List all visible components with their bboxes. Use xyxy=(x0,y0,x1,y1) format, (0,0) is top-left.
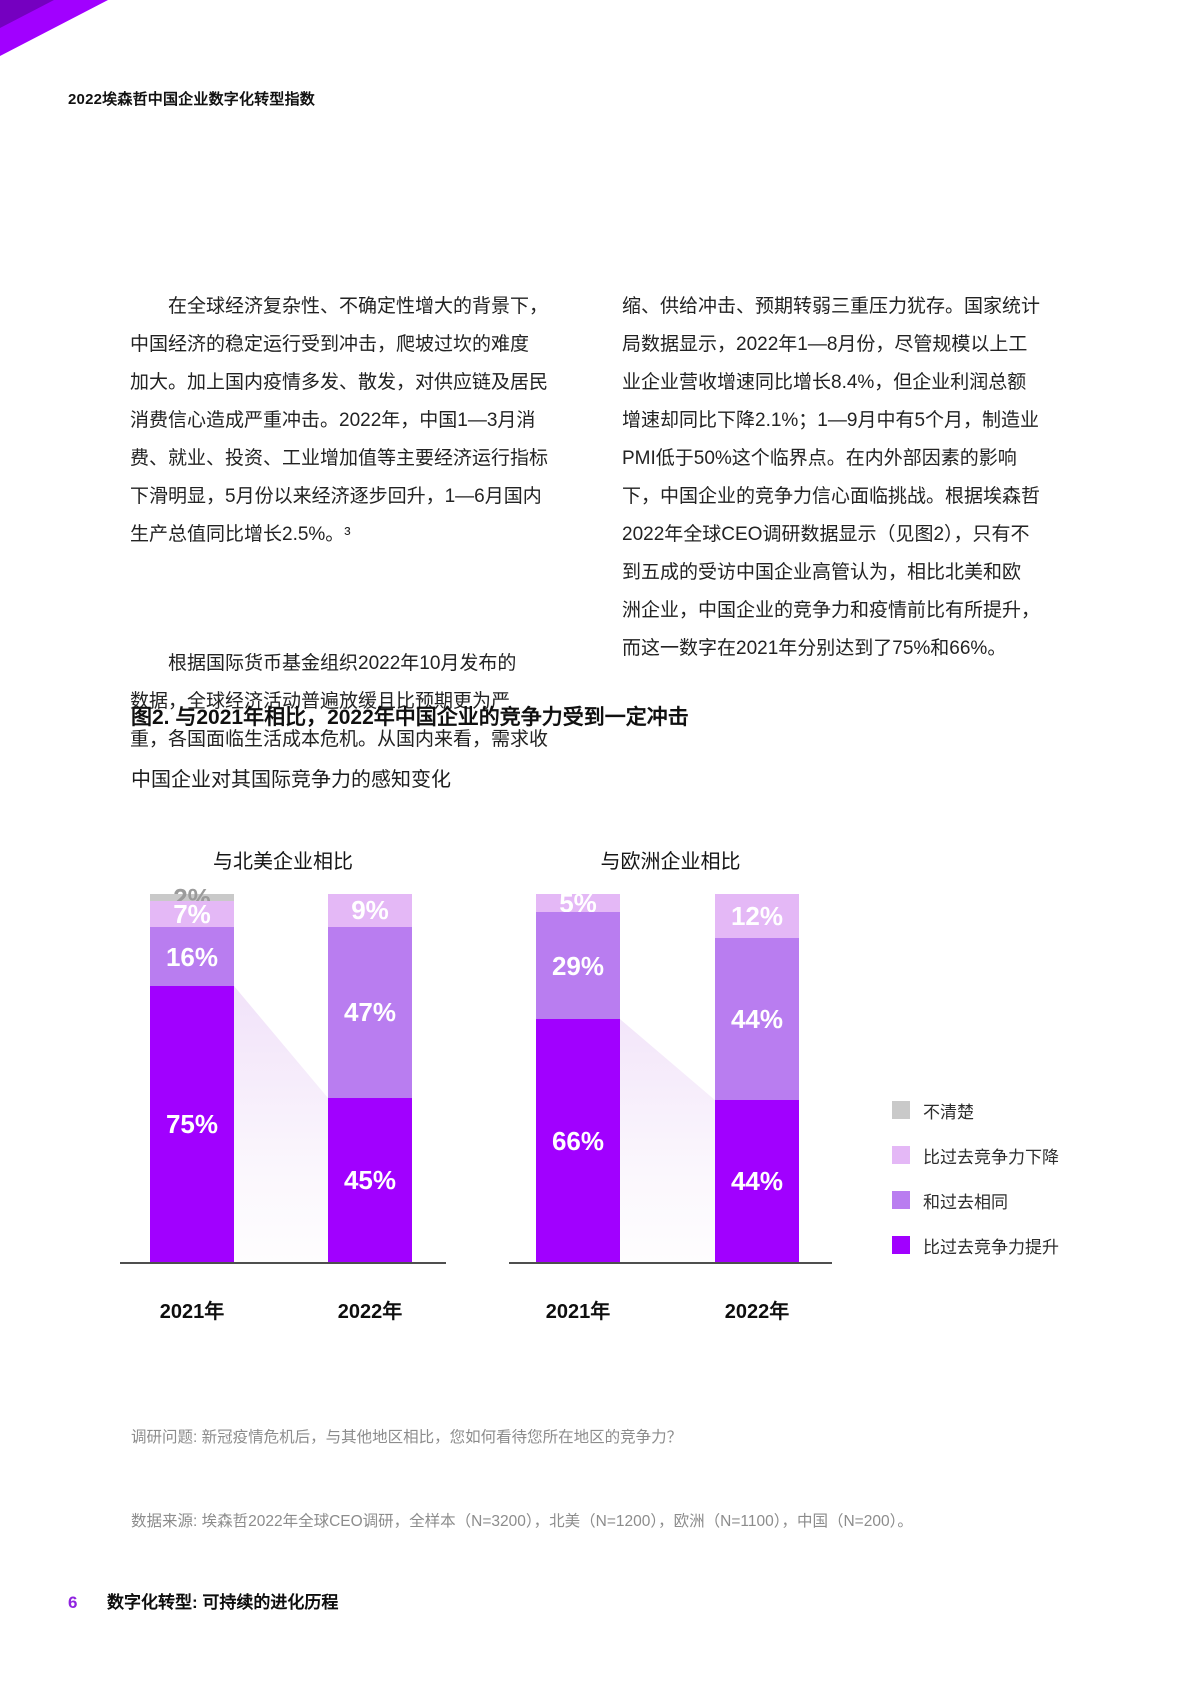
bar-value-label: 44% xyxy=(730,1166,784,1197)
legend-label: 不清楚 xyxy=(923,1102,974,1122)
chart-legend: 不清楚比过去竞争力下降 和过去相同比过去竞争力提升 xyxy=(892,1101,1059,1281)
legend-label: 比过去竞争力提升 xyxy=(923,1237,1059,1257)
bar-segment: 7% xyxy=(150,901,234,927)
chart-group-europe: 与欧洲企业相比 2021年 2022年 5% 29% 66% 12% 44% 44% xyxy=(509,845,832,1337)
legend-swatch xyxy=(892,1146,910,1164)
bar-value-label: 7% xyxy=(173,899,211,930)
bar-segment: 66% xyxy=(536,1019,620,1262)
survey-question-note: 调研问题: 新冠疫情危机后，与其他地区相比，您如何看待您所在地区的竞争力？ xyxy=(131,1429,683,1446)
legend-label: 和过去相同 xyxy=(923,1192,1008,1212)
bar-segment: 9% xyxy=(328,894,412,927)
bar-value-label: 5% xyxy=(559,888,597,919)
figure2-subtitle: 中国企业对其国际竞争力的感知变化 xyxy=(131,769,451,791)
bar-segment: 12% xyxy=(715,894,799,939)
bar-plot-area: 2% 7% 16% 75% 9% 47% 45% xyxy=(120,885,446,1262)
bar-plot-area: 5% 29% 66% 12% 44% 44% xyxy=(509,890,832,1262)
x-axis-label: 2021年 xyxy=(159,1301,225,1323)
bar-value-label: 44% xyxy=(730,1004,784,1035)
page-number: 6 xyxy=(68,1593,78,1612)
bar-value-label: 45% xyxy=(343,1164,397,1195)
legend-swatch xyxy=(892,1236,910,1254)
paragraph: 在全球经济复杂性、不确定性增大的背景下， 中国经济的稳定运行受到冲击，爬坡过坎的… xyxy=(130,296,549,545)
legend-swatch xyxy=(892,1191,910,1209)
axis-line xyxy=(120,1262,446,1264)
paragraph: 缩、供给冲击、预期转弱三重压力犹存。国家统计 局数据显示，2022年1—8月份，… xyxy=(622,296,1041,659)
figure2-title: 图2. 与2021年相比，2022年中国企业的竞争力受到一定冲击 xyxy=(131,706,689,729)
body-column-left: 在全球经济复杂性、不确定性增大的背景下， 中国经济的稳定运行受到冲击，爬坡过坎的… xyxy=(130,212,566,850)
chart-group-title: 与北美企业相比 xyxy=(213,851,353,873)
stacked-bar: 5% 29% 66% xyxy=(536,890,620,1262)
bar-segment: 5% xyxy=(536,890,620,916)
legend-item: 比过去竞争力下降 xyxy=(892,1146,1059,1167)
x-axis-label: 2022年 xyxy=(337,1301,403,1323)
page-header: 2022埃森哲中国企业数字化转型指数 xyxy=(68,91,315,108)
footer-title: 数字化转型: 可持续的进化历程 xyxy=(107,1593,339,1612)
bar-value-label: 29% xyxy=(551,950,605,981)
bar-value-label: 75% xyxy=(165,1108,219,1139)
bar-value-label: 9% xyxy=(351,895,389,926)
legend-item: 和过去相同 xyxy=(892,1191,1059,1212)
chart-group-north-america: 与北美企业相比 2021年 2022年 2% 7% 16% 75% 9% 47% 45% xyxy=(120,845,446,1337)
bar-value-label: 12% xyxy=(730,901,784,932)
x-axis-label: 2022年 xyxy=(724,1301,790,1323)
trend-band xyxy=(620,1019,715,1262)
stacked-bar: 2% 7% 16% 75% xyxy=(150,885,234,1262)
legend-swatch xyxy=(892,1101,910,1119)
legend-label: 比过去竞争力下降 xyxy=(923,1147,1059,1167)
bar-value-label: 66% xyxy=(551,1125,605,1156)
data-source-note: 数据来源: 埃森哲2022年全球CEO调研，全样本（N=3200），北美（N=1… xyxy=(131,1513,913,1530)
chart-group-title: 与欧洲企业相比 xyxy=(600,851,741,873)
paragraph: 根据国际货币基金组织2022年10月发布的 数据，全球经济活动普遍放缓且比预期更… xyxy=(130,653,549,750)
figure2-footnotes: 调研问题: 新冠疫情危机后，与其他地区相比，您如何看待您所在地区的竞争力？ 数据… xyxy=(131,1368,913,1592)
axis-line xyxy=(509,1262,832,1264)
stacked-bar: 12% 44% 44% xyxy=(715,894,799,1262)
bar-segment: 29% xyxy=(536,912,620,1020)
bar-segment: 16% xyxy=(150,927,234,986)
accenture-corner-decoration xyxy=(0,0,130,62)
bar-segment: 75% xyxy=(150,985,234,1262)
bar-segment: 45% xyxy=(328,1098,412,1262)
bar-value-label: 16% xyxy=(165,941,219,972)
stacked-bar: 9% 47% 45% xyxy=(328,894,412,1262)
bar-segment: 44% xyxy=(715,938,799,1101)
bar-segment: 44% xyxy=(715,1100,799,1262)
legend-item: 比过去竞争力提升 xyxy=(892,1236,1059,1257)
legend-item: 不清楚 xyxy=(892,1101,1059,1122)
page-footer: 6 数字化转型: 可持续的进化历程 xyxy=(68,1588,338,1613)
bar-value-label: 47% xyxy=(343,997,397,1028)
x-axis-label: 2021年 xyxy=(545,1301,611,1323)
trend-band xyxy=(234,986,328,1262)
bar-segment: 47% xyxy=(328,926,412,1099)
body-column-right: 缩、供给冲击、预期转弱三重压力犹存。国家统计 局数据显示，2022年1—8月份，… xyxy=(622,212,1058,759)
